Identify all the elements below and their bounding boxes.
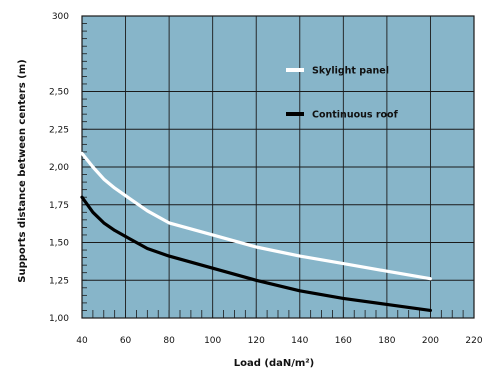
legend-label-continuous-roof: Continuous roof — [312, 110, 399, 121]
y-tick-label: 1,50 — [49, 239, 69, 249]
series-lines — [80, 151, 432, 312]
x-tick-label: 140 — [291, 336, 308, 346]
y-tick-label: 1,75 — [49, 201, 69, 211]
x-tick-label: 180 — [378, 336, 395, 346]
y-tick-label: 300 — [52, 12, 69, 22]
y-axis-title: Supports distance between centers (m) — [17, 59, 28, 282]
x-axis-title: Load (daN/m²) — [234, 358, 315, 369]
y-tick-label: 2,25 — [49, 125, 69, 135]
y-tick-label: 1,25 — [49, 276, 69, 286]
legend-label-skylight-panel: Skylight panel — [312, 66, 389, 77]
x-tick-label: 220 — [465, 336, 482, 346]
x-axis-tick-labels: 40 60 80 100 120 140 160 180 200 220 — [76, 336, 483, 346]
legend: Skylight panel Continuous roof — [286, 66, 399, 121]
x-tick-label: 200 — [422, 336, 439, 346]
grid-lines — [81, 15, 475, 319]
x-tick-label: 80 — [163, 336, 175, 346]
y-tick-label: 2,00 — [49, 163, 69, 173]
y-tick-label: 2,50 — [49, 88, 69, 98]
y-tick-label: 1,00 — [49, 314, 69, 324]
series-line-1 — [80, 195, 432, 312]
x-tick-label: 60 — [120, 336, 132, 346]
y-axis-tick-labels: 1,00 1,25 1,50 1,75 2,00 2,25 2,50 300 — [49, 12, 69, 324]
x-tick-label: 120 — [248, 336, 265, 346]
x-tick-label: 100 — [204, 336, 221, 346]
x-tick-label: 160 — [335, 336, 352, 346]
x-tick-label: 40 — [76, 336, 88, 346]
series-line-0 — [80, 151, 432, 281]
minor-ticks — [81, 15, 475, 319]
